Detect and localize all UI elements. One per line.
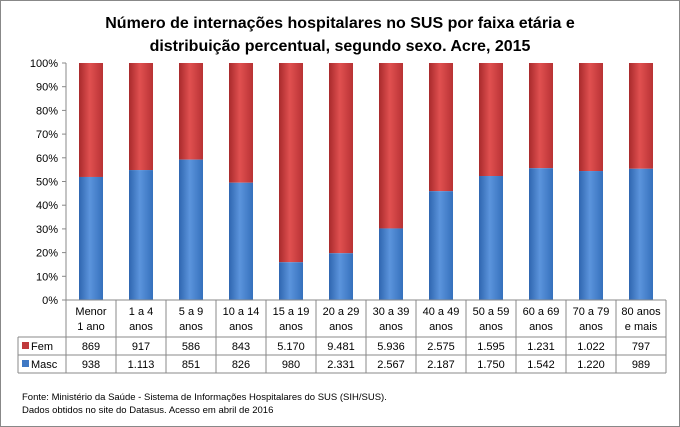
category-label: 15 a 19 bbox=[273, 306, 310, 318]
bar-fem bbox=[579, 63, 603, 172]
chart-title-line2: distribuição percentual, segundo sexo. A… bbox=[150, 38, 531, 55]
category-label: anos bbox=[579, 321, 603, 333]
data-label-masc: 826 bbox=[232, 359, 250, 371]
bar-fem bbox=[179, 63, 203, 160]
source-line2: Dados obtidos no site do Datasus. Acesso… bbox=[22, 405, 273, 416]
y-tick-label: 70% bbox=[36, 129, 58, 141]
bar-masc bbox=[529, 168, 553, 300]
data-label-masc: 2.187 bbox=[427, 359, 455, 371]
y-tick-label: 40% bbox=[36, 200, 58, 212]
category-label: anos bbox=[529, 321, 553, 333]
bar-masc bbox=[329, 253, 353, 300]
bar-fem bbox=[329, 63, 353, 254]
y-tick-label: 30% bbox=[36, 224, 58, 236]
bar-fem bbox=[379, 63, 403, 229]
category-label: 30 a 39 bbox=[373, 306, 410, 318]
data-label-masc: 980 bbox=[282, 359, 300, 371]
category-label: e mais bbox=[625, 321, 658, 333]
data-label-masc: 2.567 bbox=[377, 359, 405, 371]
bar-masc bbox=[79, 176, 103, 300]
data-label-fem: 1.595 bbox=[477, 341, 505, 353]
category-label: anos bbox=[229, 321, 253, 333]
category-label: 80 anos bbox=[621, 306, 661, 318]
category-label: anos bbox=[429, 321, 453, 333]
category-label: 60 a 69 bbox=[523, 306, 560, 318]
category-label: 20 a 29 bbox=[323, 306, 360, 318]
data-label-fem: 5.170 bbox=[277, 341, 305, 353]
legend-label-masc: Masc bbox=[31, 359, 58, 371]
bar-masc bbox=[379, 228, 403, 300]
data-table: Menor 1 ano 1 a 4 anos 5 a 9 anos 10 a 14 anos 1… bbox=[17, 299, 667, 374]
bar-fem bbox=[529, 63, 553, 169]
category-label: 1 a 4 bbox=[129, 306, 153, 318]
y-tick-label: 90% bbox=[36, 82, 58, 94]
data-label-fem: 869 bbox=[82, 341, 100, 353]
y-tick-label: 80% bbox=[36, 105, 58, 117]
data-label-masc: 1.542 bbox=[527, 359, 555, 371]
category-label: anos bbox=[179, 321, 203, 333]
data-label-masc: 1.220 bbox=[577, 359, 605, 371]
bar-fem bbox=[279, 63, 303, 263]
bar-masc bbox=[179, 159, 203, 300]
category-label: anos bbox=[479, 321, 503, 333]
category-label: 5 a 9 bbox=[179, 306, 203, 318]
data-label-fem: 9.481 bbox=[327, 341, 355, 353]
category-label: 40 a 49 bbox=[423, 306, 460, 318]
legend-label-fem: Fem bbox=[31, 341, 53, 353]
bar-masc bbox=[579, 171, 603, 300]
data-label-fem: 2.575 bbox=[427, 341, 455, 353]
bar-masc bbox=[629, 168, 653, 300]
bar-fem bbox=[429, 63, 453, 192]
data-label-masc: 989 bbox=[632, 359, 650, 371]
legend-swatch-masc bbox=[22, 360, 29, 367]
category-label: anos bbox=[379, 321, 403, 333]
bar-fem bbox=[79, 63, 103, 177]
data-label-fem: 1.022 bbox=[577, 341, 605, 353]
bar-fem bbox=[129, 63, 153, 171]
data-label-masc: 2.331 bbox=[327, 359, 355, 371]
data-label-masc: 851 bbox=[182, 359, 200, 371]
category-label: 70 a 79 bbox=[573, 306, 610, 318]
bar-masc bbox=[129, 170, 153, 300]
y-tick-label: 20% bbox=[36, 248, 58, 260]
data-label-fem: 5.936 bbox=[377, 341, 405, 353]
category-label: anos bbox=[329, 321, 353, 333]
source-line1: Fonte: Ministério da Saúde - Sistema de … bbox=[22, 392, 387, 403]
category-label: 1 ano bbox=[77, 321, 105, 333]
bar-fem bbox=[229, 63, 253, 183]
category-label: anos bbox=[279, 321, 303, 333]
bar-masc bbox=[429, 191, 453, 300]
data-label-masc: 1.113 bbox=[128, 359, 155, 371]
legend-swatch-fem bbox=[22, 342, 29, 349]
bar-masc bbox=[279, 262, 303, 300]
category-label: 10 a 14 bbox=[223, 306, 260, 318]
data-label-fem: 797 bbox=[632, 341, 650, 353]
y-tick-label: 60% bbox=[36, 153, 58, 165]
y-tick-label: 100% bbox=[30, 58, 58, 70]
bar-fem bbox=[479, 63, 503, 177]
data-label-fem: 1.231 bbox=[527, 341, 555, 353]
y-tick-label: 50% bbox=[36, 177, 58, 189]
y-tick-label: 10% bbox=[36, 271, 58, 283]
data-label-masc: 1.750 bbox=[477, 359, 505, 371]
bar-masc bbox=[229, 182, 253, 300]
chart-title-line1: Número de internações hospitalares no SU… bbox=[105, 15, 575, 32]
data-label-fem: 586 bbox=[182, 341, 200, 353]
data-label-fem: 843 bbox=[232, 341, 250, 353]
data-label-masc: 938 bbox=[82, 359, 100, 371]
category-label: 50 a 59 bbox=[473, 306, 510, 318]
bar-masc bbox=[479, 176, 503, 300]
category-label: anos bbox=[129, 321, 153, 333]
y-tick-label: 0% bbox=[42, 295, 58, 307]
data-label-fem: 917 bbox=[132, 341, 150, 353]
bars bbox=[79, 63, 653, 300]
bar-fem bbox=[629, 63, 653, 169]
category-label: Menor bbox=[75, 306, 107, 318]
y-axis: 0% 10% 20% 30% 40% 50% 60% 70% 80% 90% 100% bbox=[30, 58, 67, 307]
